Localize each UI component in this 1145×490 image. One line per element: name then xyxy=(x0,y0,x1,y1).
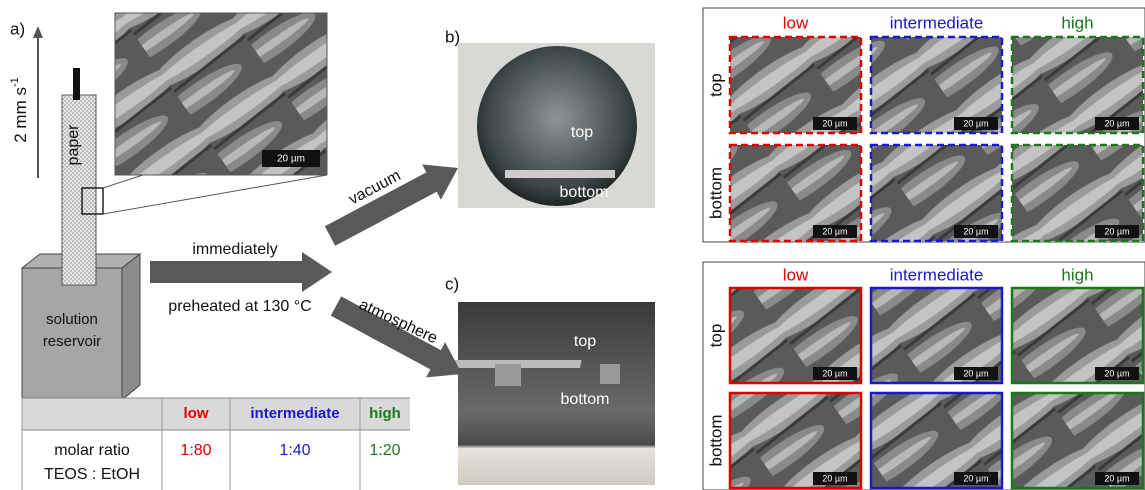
row-label: top xyxy=(706,324,725,348)
reservoir-label: solution xyxy=(46,311,98,328)
row-label: bottom xyxy=(706,167,725,219)
chamber-window xyxy=(477,46,637,206)
rate-exponent: -1 xyxy=(9,77,21,87)
reservoir-label: reservoir xyxy=(43,333,101,350)
table-header-bg xyxy=(22,398,410,430)
scale-bar-label: 20 µm xyxy=(1104,118,1129,128)
table-cell: 1:20 xyxy=(369,442,400,459)
panel-label: b) xyxy=(445,27,460,46)
paper-clip xyxy=(73,68,80,100)
arrow-label: immediately xyxy=(192,241,277,258)
rate-text: 2 mm s xyxy=(11,87,30,143)
zoom-line xyxy=(103,175,143,188)
photo-label: bottom xyxy=(560,184,609,201)
scale-bar-label: 20 µm xyxy=(1104,226,1129,236)
scale-bar-label: 20 µm xyxy=(963,226,988,236)
scale-bar-label: 20 µm xyxy=(822,368,847,378)
sample-strip xyxy=(505,170,615,178)
process-arrow xyxy=(331,296,462,377)
photo-label: bottom xyxy=(561,391,610,408)
table-header: high xyxy=(369,405,401,422)
panel-label: a) xyxy=(10,19,25,38)
paper-label: paper xyxy=(65,124,82,166)
column-header: intermediate xyxy=(890,13,984,32)
table-cell: 1:40 xyxy=(279,442,310,459)
column-header: high xyxy=(1061,13,1093,32)
support-block xyxy=(495,364,521,386)
scale-bar-label: 20 µm xyxy=(822,118,847,128)
table-header: low xyxy=(184,405,209,422)
reservoir-side xyxy=(122,254,140,400)
rate-label: 2 mm s-1 xyxy=(9,77,31,143)
column-header: high xyxy=(1061,265,1093,284)
scale-bar-label: 20 µm xyxy=(822,226,847,236)
row-label: bottom xyxy=(706,415,725,467)
scale-bar-label: 20 µm xyxy=(822,473,847,483)
velocity-arrow-head xyxy=(33,26,43,38)
paper-strip xyxy=(62,95,96,285)
scale-bar-label: 20 µm xyxy=(963,473,988,483)
arrow-label: preheated at 130 °C xyxy=(168,298,311,315)
panel-label: c) xyxy=(445,274,459,293)
table-row-label: TEOS : EtOH xyxy=(44,466,140,483)
table-header: intermediate xyxy=(250,405,339,422)
photo-label: top xyxy=(574,333,596,350)
photo-c xyxy=(458,302,655,485)
zoom-line xyxy=(103,175,327,214)
column-header: low xyxy=(783,13,809,32)
column-header: low xyxy=(783,265,809,284)
scale-bar-label: 20 µm xyxy=(963,118,988,128)
scale-bar-label: 20 µm xyxy=(1104,368,1129,378)
scale-bar-label: 20 µm xyxy=(963,368,988,378)
row-label: top xyxy=(706,73,725,97)
table-row-label: molar ratio xyxy=(54,442,130,459)
scale-bar-label: 20 µm xyxy=(1104,473,1129,483)
figure: a) b) c) 2 mm s-1 paper 20 µm solution reservoi… xyxy=(0,0,1145,490)
table-cell: 1:80 xyxy=(180,442,211,459)
column-header: intermediate xyxy=(890,265,984,284)
scale-bar-label: 20 µm xyxy=(277,154,305,165)
support-block xyxy=(600,364,620,384)
photo-label: top xyxy=(571,124,593,141)
